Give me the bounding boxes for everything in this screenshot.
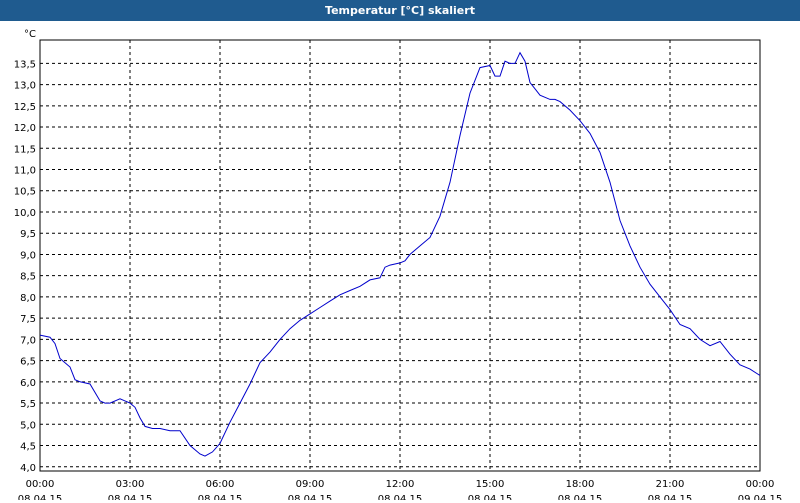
- y-tick-label: 7,0: [20, 335, 36, 346]
- y-tick-label: 10,0: [14, 208, 36, 219]
- x-tick-time-label: 00:00: [746, 479, 775, 490]
- x-tick-date-label: 09.04.15: [738, 494, 783, 500]
- y-axis-unit-label: °C: [24, 29, 36, 40]
- plot-frame: [39, 39, 761, 472]
- y-tick-label: 11,0: [14, 166, 36, 177]
- x-tick-date-label: 08.04.15: [198, 494, 243, 500]
- temperature-chart: 4,0 4,5 5,0 5,5 6,0 6,5 7,0 7,5 8,0 8,5 9,0 9,5 10,0…: [14, 29, 783, 503]
- x-tick-time-label: 12:00: [386, 479, 415, 490]
- x-tick-date-label: 08.04.15: [558, 494, 603, 500]
- y-tick-label: 9,5: [20, 229, 36, 240]
- temperature-series-line: [39, 51, 761, 457]
- x-tick-date-label: 08.04.15: [18, 494, 63, 500]
- y-tick-label: 5,5: [20, 399, 36, 410]
- x-tick-time-label: 03:00: [116, 479, 145, 490]
- y-tick-label: 11,5: [14, 144, 36, 155]
- x-tick-date-label: 08.04.15: [108, 494, 153, 500]
- x-tick-time-label: 18:00: [566, 479, 595, 490]
- y-tick-label: 8,5: [20, 272, 36, 283]
- y-tick-label: 13,5: [14, 59, 36, 70]
- y-tick-label: 8,0: [20, 293, 36, 304]
- x-tick-date-label: 08.04.15: [468, 494, 513, 500]
- x-tick-time-label: 21:00: [656, 479, 685, 490]
- y-tick-label: 4,0: [20, 463, 36, 474]
- y-tick-label: 6,0: [20, 378, 36, 389]
- y-tick-label: 5,0: [20, 420, 36, 431]
- y-tick-label: 4,5: [20, 442, 36, 453]
- window-title: Temperatur [°C] skaliert: [0, 0, 800, 21]
- x-tick-date-label: 08.04.15: [288, 494, 333, 500]
- x-tick-time-label: 06:00: [206, 479, 235, 490]
- y-tick-label: 10,5: [14, 187, 36, 198]
- y-tick-label: 6,5: [20, 357, 36, 368]
- x-tick-time-label: 09:00: [296, 479, 325, 490]
- y-tick-label: 12,0: [14, 123, 36, 134]
- x-tick-time-label: 15:00: [476, 479, 505, 490]
- y-tick-label: 13,0: [14, 81, 36, 92]
- y-tick-label: 9,0: [20, 250, 36, 261]
- x-tick-time-label: 00:00: [26, 479, 55, 490]
- chart-area: 4,0 4,5 5,0 5,5 6,0 6,5 7,0 7,5 8,0 8,5 9,0 9,5 10,0…: [0, 21, 800, 503]
- x-tick-date-label: 08.04.15: [648, 494, 693, 500]
- y-tick-label: 7,5: [20, 314, 36, 325]
- y-tick-label: 12,5: [14, 102, 36, 113]
- x-tick-date-label: 08.04.15: [378, 494, 423, 500]
